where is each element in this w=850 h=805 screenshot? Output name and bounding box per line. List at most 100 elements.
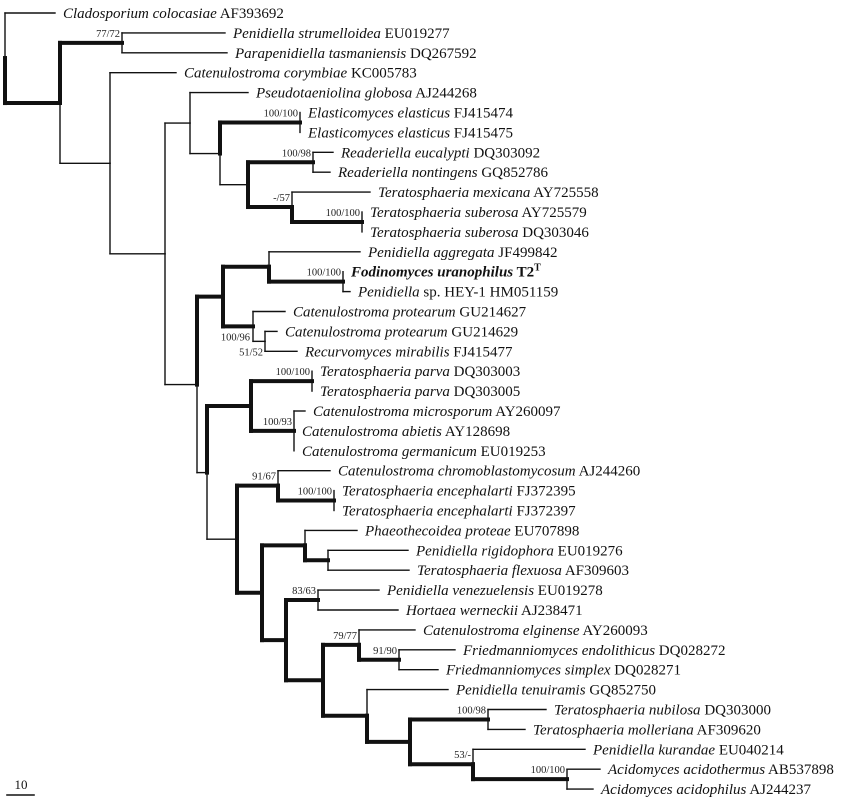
taxon-label: Penidiella strumelloidea EU019277 [232, 26, 450, 42]
accession-number: AY725579 [521, 205, 586, 221]
taxon-label: Teratosphaeria mexicana AY725558 [378, 185, 599, 201]
taxon-name: Penidiella [357, 285, 420, 301]
accession-number: DQ303003 [454, 364, 521, 380]
taxon-label: Penidiella venezuelensis EU019278 [386, 583, 603, 599]
accession-number: DQ303005 [454, 384, 521, 400]
bootstrap-support-label: 53/- [454, 750, 471, 761]
accession-number: AJ244237 [749, 782, 811, 798]
taxon-name: Fodinomyces uranophilus [350, 265, 513, 281]
taxon-name: Teratosphaeria suberosa [370, 205, 519, 221]
bootstrap-support-label: 100/96 [221, 332, 250, 343]
taxon-label: Penidiella aggregata JF499842 [367, 245, 557, 261]
bootstrap-support-label: 91/67 [252, 472, 276, 483]
accession-number: AJ238471 [521, 603, 583, 619]
taxon-label: Pseudotaeniolina globosa AJ244268 [255, 86, 477, 102]
accession-number: GQ852750 [589, 683, 656, 699]
taxon-name: Friedmanniomyces simplex [445, 663, 611, 679]
taxon-name: Catenulostroma protearum [293, 305, 456, 321]
taxon-label: Phaeothecoidea proteae EU707898 [364, 523, 579, 539]
taxon-label: Elasticomyces elasticus FJ415474 [307, 106, 513, 122]
bootstrap-support-label: -/57 [273, 193, 290, 204]
accession-number: FJ415475 [454, 125, 513, 141]
accession-number: AY260097 [495, 404, 561, 420]
accession-number: AF309603 [565, 563, 629, 579]
taxon-label: Catenulostroma elginense AY260093 [423, 623, 648, 639]
taxon-label: Catenulostroma chromoblastomycosum AJ244… [338, 464, 640, 480]
taxon-name: Penidiella kurandae [592, 742, 715, 758]
taxon-name: Teratosphaeria mexicana [378, 185, 530, 201]
bootstrap-support-label: 79/77 [333, 631, 357, 642]
taxon-label: Penidiella tenuiramis GQ852750 [455, 683, 656, 699]
accession-number: KC005783 [351, 66, 417, 82]
taxon-name: Friedmanniomyces endolithicus [462, 643, 655, 659]
accession-number: GU214629 [451, 324, 518, 340]
bootstrap-support-label: 100/98 [282, 148, 311, 159]
taxon-label: Teratosphaeria parva DQ303003 [320, 364, 520, 380]
taxon-label: Elasticomyces elasticus FJ415475 [307, 125, 513, 141]
taxon-label: Recurvomyces mirabilis FJ415477 [304, 344, 513, 360]
accession-number: EU707898 [514, 523, 579, 539]
taxon-name: Catenulostroma corymbiae [184, 66, 348, 82]
taxon-name: Teratosphaeria molleriana [533, 722, 694, 738]
accession-number: AJ244268 [415, 86, 477, 102]
taxon-name: Pseudotaeniolina globosa [255, 86, 412, 102]
taxon-label: Teratosphaeria suberosa DQ303046 [370, 225, 589, 241]
taxon-name: Catenulostroma elginense [423, 623, 580, 639]
taxon-name: Elasticomyces elasticus [307, 125, 450, 141]
bootstrap-support-label: 100/93 [263, 417, 292, 428]
taxon-name: Penidiella tenuiramis [455, 683, 586, 699]
taxon-label: Cladosporium colocasiae AF393692 [63, 6, 284, 22]
accession-number: EU040214 [719, 742, 784, 758]
accession-number: FJ372397 [516, 504, 576, 520]
taxon-label: Catenulostroma microsporum AY260097 [313, 404, 561, 420]
bootstrap-support-label: 83/63 [292, 586, 316, 597]
taxon-label: Catenulostroma corymbiae KC005783 [184, 66, 417, 82]
accession-number: sp. HEY-1 HM051159 [423, 285, 558, 301]
accession-number: EU019278 [538, 583, 603, 599]
taxon-label: Teratosphaeria encephalarti FJ372397 [342, 504, 576, 520]
taxon-label: Hortaea werneckii AJ238471 [405, 603, 583, 619]
accession-number: T2 [517, 265, 535, 281]
taxon-label: Catenulostroma protearum GU214627 [293, 305, 527, 321]
accession-number: GQ852786 [481, 165, 548, 181]
bootstrap-support-label: 100/100 [326, 208, 360, 219]
taxon-name: Penidiella venezuelensis [386, 583, 534, 599]
accession-number: FJ415474 [454, 106, 514, 122]
taxon-name: Teratosphaeria encephalarti [342, 484, 513, 500]
taxon-label: Penidiella sp. HEY-1 HM051159 [357, 285, 558, 301]
taxon-label: Teratosphaeria flexuosa AF309603 [417, 563, 629, 579]
taxon-name: Teratosphaeria flexuosa [417, 563, 562, 579]
taxon-label: Acidomyces acidophilus AJ244237 [600, 782, 811, 798]
taxon-name: Readeriella eucalypti [340, 145, 470, 161]
taxon-name: Cladosporium colocasiae [63, 6, 217, 22]
accession-number: DQ028272 [659, 643, 726, 659]
taxon-name: Penidiella rigidophora [415, 543, 554, 559]
bootstrap-support-label: 51/52 [239, 347, 263, 358]
accession-number: AY260093 [582, 623, 647, 639]
taxon-label: Teratosphaeria molleriana AF309620 [533, 722, 761, 738]
accession-number: FJ372395 [516, 484, 575, 500]
taxon-name: Penidiella aggregata [367, 245, 495, 261]
accession-number: AB537898 [768, 762, 834, 778]
accession-number: AY128698 [445, 424, 510, 440]
taxon-name: Acidomyces acidothermus [607, 762, 765, 778]
accession-number: GU214627 [459, 305, 526, 321]
taxon-name: Catenulostroma germanicum [302, 444, 477, 460]
bootstrap-support-label: 100/100 [307, 268, 341, 279]
accession-number: DQ303046 [522, 225, 589, 241]
taxon-name: Hortaea werneckii [405, 603, 518, 619]
bootstrap-support-label: 100/100 [276, 367, 310, 378]
bootstrap-support-label: 100/100 [298, 487, 332, 498]
taxon-name: Elasticomyces elasticus [307, 106, 450, 122]
accession-number: EU019276 [558, 543, 623, 559]
taxon-label: Acidomyces acidothermus AB537898 [607, 762, 834, 778]
taxon-label: Penidiella rigidophora EU019276 [415, 543, 623, 559]
taxon-label: Teratosphaeria parva DQ303005 [320, 384, 520, 400]
taxon-name: Parapenidiella tasmaniensis [234, 46, 406, 62]
taxon-name: Teratosphaeria nubilosa [554, 703, 701, 719]
taxon-label: Catenulostroma abietis AY128698 [302, 424, 510, 440]
taxon-name: Catenulostroma abietis [302, 424, 442, 440]
taxon-name: Teratosphaeria suberosa [370, 225, 519, 241]
accession-number: EU019253 [481, 444, 546, 460]
